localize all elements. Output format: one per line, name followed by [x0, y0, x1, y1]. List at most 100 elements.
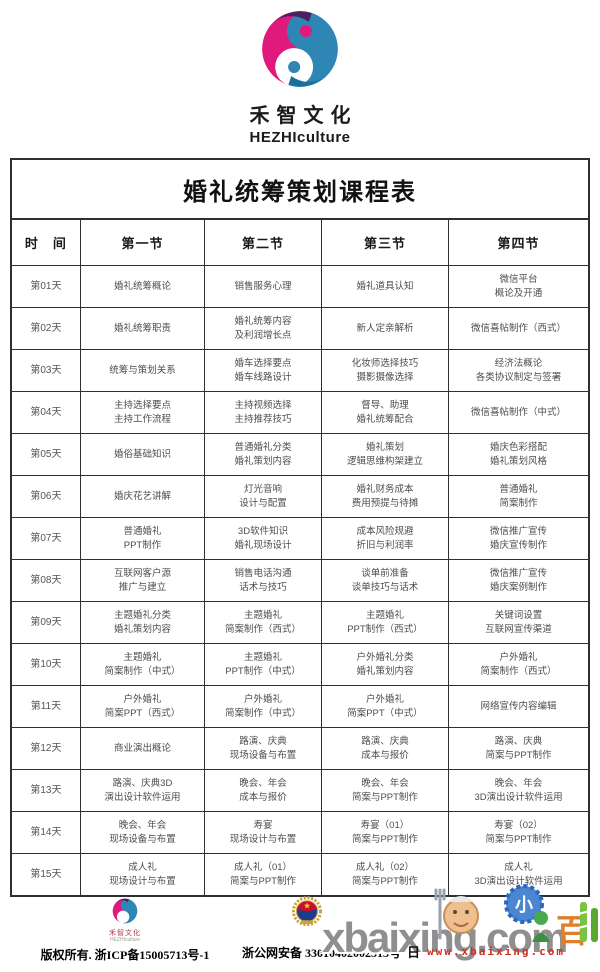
session-2-cell: 3D软件知识 婚礼现场设计 [204, 517, 322, 560]
session-4-cell: 微信喜帖制作（中式） [448, 391, 590, 434]
page-title: 婚礼统筹策划课程表 [10, 158, 590, 220]
session-3-cell: 户外婚礼 简案PPT（中式） [320, 685, 450, 728]
session-4-cell: 普通婚礼 简案制作 [448, 475, 590, 518]
table-row: 第04天 主持选择要点 主持工作流程 主持视频选择 主持推荐技巧 督导、助理 婚… [10, 391, 590, 434]
course-schedule-table: 婚礼统筹策划课程表 时 间 第一节 第二节 第三节 第四节 第01天 婚礼统筹概… [10, 158, 590, 897]
session-2-cell: 灯光音响 设计与配置 [204, 475, 322, 518]
svg-text:小: 小 [515, 895, 533, 915]
col-header-session-4: 第四节 [448, 218, 590, 266]
table-row: 第14天 晚会、年会 现场设备与布置 寿宴 现场设计与布置 寿宴（01） 简案与… [10, 811, 590, 854]
session-3-cell: 成本风险规避 折旧与利润率 [320, 517, 450, 560]
watermark-mascot-icons: 小 百 [428, 884, 600, 971]
session-4-cell: 微信喜帖制作（西式） [448, 307, 590, 350]
obscured-text: 日 [407, 945, 421, 960]
security-record-text: 浙公网安备 33010402002313号 [242, 946, 402, 960]
green-person-icon [532, 911, 550, 942]
table-row: 第03天 统筹与策划关系 婚车选择要点 婚车线路设计 化妆师选择技巧 摄影摄像选… [10, 349, 590, 392]
session-1-cell: 主持选择要点 主持工作流程 [79, 391, 206, 434]
icp-copyright-text: 版权所有. 浙ICP备15005713号-1 [40, 948, 210, 963]
session-2-cell: 销售电话沟通 话术与技巧 [204, 559, 322, 602]
day-cell: 第01天 [10, 265, 81, 308]
day-cell: 第03天 [10, 349, 81, 392]
session-2-cell: 寿宴 现场设计与布置 [204, 811, 322, 854]
session-1-cell: 主题婚礼 简案制作（中式） [79, 643, 206, 686]
table-row: 第05天 婚俗基础知识 普通婚礼分类 婚礼策划内容 婚礼策划 逻辑思维构架建立 … [10, 433, 590, 476]
session-1-cell: 主题婚礼分类 婚礼策划内容 [79, 601, 206, 644]
session-2-cell: 婚礼统筹内容 及利润增长点 [204, 307, 322, 350]
day-cell: 第02天 [10, 307, 81, 350]
table-row: 第09天 主题婚礼分类 婚礼策划内容 主题婚礼 简案制作（西式） 主题婚礼 PP… [10, 601, 590, 644]
day-cell: 第05天 [10, 433, 81, 476]
brand-name-en: HEZHIculture [249, 129, 351, 146]
table-body: 婚礼统筹策划课程表 时 间 第一节 第二节 第三节 第四节 第01天 婚礼统筹概… [10, 158, 590, 897]
blue-badge-icon: 小 [504, 884, 544, 924]
session-4-cell: 关键词设置 互联网宣传渠道 [448, 601, 590, 644]
day-cell: 第04天 [10, 391, 81, 434]
table-title-row: 婚礼统筹策划课程表 [10, 158, 590, 220]
footer-brand-en: HEZHIculture [109, 936, 140, 943]
session-4-cell: 户外婚礼 简案制作（西式） [448, 643, 590, 686]
session-3-cell: 寿宴（01） 简案与PPT制作 [320, 811, 450, 854]
police-badge-icon: ★ [292, 896, 322, 933]
day-cell: 第11天 [10, 685, 81, 728]
session-1-cell: 婚礼统筹职责 [79, 307, 206, 350]
table-row: 第07天 普通婚礼 PPT制作 3D软件知识 婚礼现场设计 成本风险规避 折旧与… [10, 517, 590, 560]
session-2-cell: 路演、庆典 现场设备与布置 [204, 727, 322, 770]
session-3-cell: 成人礼（02） 简案与PPT制作 [320, 853, 450, 897]
session-4-cell: 微信推广宣传 婚庆宣传制作 [448, 517, 590, 560]
session-4-cell: 微信平台 概论及开通 [448, 265, 590, 308]
session-3-cell: 路演、庆典 成本与报价 [320, 727, 450, 770]
session-1-cell: 互联网客户源 推广与建立 [79, 559, 206, 602]
session-2-cell: 销售服务心理 [204, 265, 322, 308]
table-row: 第10天 主题婚礼 简案制作（中式） 主题婚礼 PPT制作（中式） 户外婚礼分类… [10, 643, 590, 686]
session-1-cell: 婚俗基础知识 [79, 433, 206, 476]
session-2-cell: 婚车选择要点 婚车线路设计 [204, 349, 322, 392]
session-2-cell: 主题婚礼 简案制作（西式） [204, 601, 322, 644]
table-row: 第11天 户外婚礼 简案PPT（西式） 户外婚礼 简案制作（中式） 户外婚礼 简… [10, 685, 590, 728]
day-cell: 第15天 [10, 853, 81, 897]
session-1-cell: 成人礼 现场设计与布置 [79, 853, 206, 897]
brand-header: 禾智文化 HEZHIculture [0, 6, 600, 146]
session-4-cell: 晚会、年会 3D演出设计软件运用 [448, 769, 590, 812]
hezhi-logo-small-icon [112, 898, 138, 924]
footer-copyright-block: 禾智文化 HEZHIculture 版权所有. 浙ICP备15005713号-1 [30, 897, 220, 963]
table-row: 第13天 路演、庆典3D 演出设计软件运用 晚会、年会 成本与报价 晚会、年会 … [10, 769, 590, 812]
day-cell: 第10天 [10, 643, 81, 686]
session-4-cell: 路演、庆典 简案与PPT制作 [448, 727, 590, 770]
day-cell: 第12天 [10, 727, 81, 770]
table-row: 第06天 婚庆花艺讲解 灯光音响 设计与配置 婚礼财务成本 费用预提与待摊 普通… [10, 475, 590, 518]
session-1-cell: 商业演出概论 [79, 727, 206, 770]
session-1-cell: 普通婚礼 PPT制作 [79, 517, 206, 560]
col-header-session-3: 第三节 [320, 218, 450, 266]
session-4-cell: 网络宣传内容编辑 [448, 685, 590, 728]
col-header-time: 时 间 [10, 218, 81, 266]
fork-icon [434, 888, 446, 940]
session-3-cell: 婚礼道具认知 [320, 265, 450, 308]
session-4-cell: 寿宴（02） 简案与PPT制作 [448, 811, 590, 854]
footer-brand-cn: 禾智文化 [109, 930, 141, 937]
day-cell: 第06天 [10, 475, 81, 518]
session-1-cell: 户外婚礼 简案PPT（西式） [79, 685, 206, 728]
day-cell: 第08天 [10, 559, 81, 602]
session-4-cell: 婚庆色彩搭配 婚礼策划风格 [448, 433, 590, 476]
session-2-cell: 主题婚礼 PPT制作（中式） [204, 643, 322, 686]
day-cell: 第09天 [10, 601, 81, 644]
session-1-cell: 婚庆花艺讲解 [79, 475, 206, 518]
session-3-cell: 主题婚礼 PPT制作（西式） [320, 601, 450, 644]
session-3-cell: 化妆师选择技巧 摄影摄像选择 [320, 349, 450, 392]
day-cell: 第14天 [10, 811, 81, 854]
session-1-cell: 统筹与策划关系 [79, 349, 206, 392]
session-2-cell: 成人礼（01） 简案与PPT制作 [204, 853, 322, 897]
session-3-cell: 督导、助理 婚礼统筹配合 [320, 391, 450, 434]
session-4-cell: 微信推广宣传 婚庆案例制作 [448, 559, 590, 602]
watermark-url-text: www.xbaixing.com [427, 945, 565, 958]
session-3-cell: 婚礼策划 逻辑思维构架建立 [320, 433, 450, 476]
session-2-cell: 主持视频选择 主持推荐技巧 [204, 391, 322, 434]
session-1-cell: 晚会、年会 现场设备与布置 [79, 811, 206, 854]
col-header-session-2: 第二节 [204, 218, 322, 266]
hezhi-logo-icon [262, 11, 338, 87]
session-3-cell: 新人定亲解析 [320, 307, 450, 350]
session-3-cell: 婚礼财务成本 费用预提与待摊 [320, 475, 450, 518]
chef-face-icon [443, 896, 479, 934]
session-1-cell: 路演、庆典3D 演出设计软件运用 [79, 769, 206, 812]
